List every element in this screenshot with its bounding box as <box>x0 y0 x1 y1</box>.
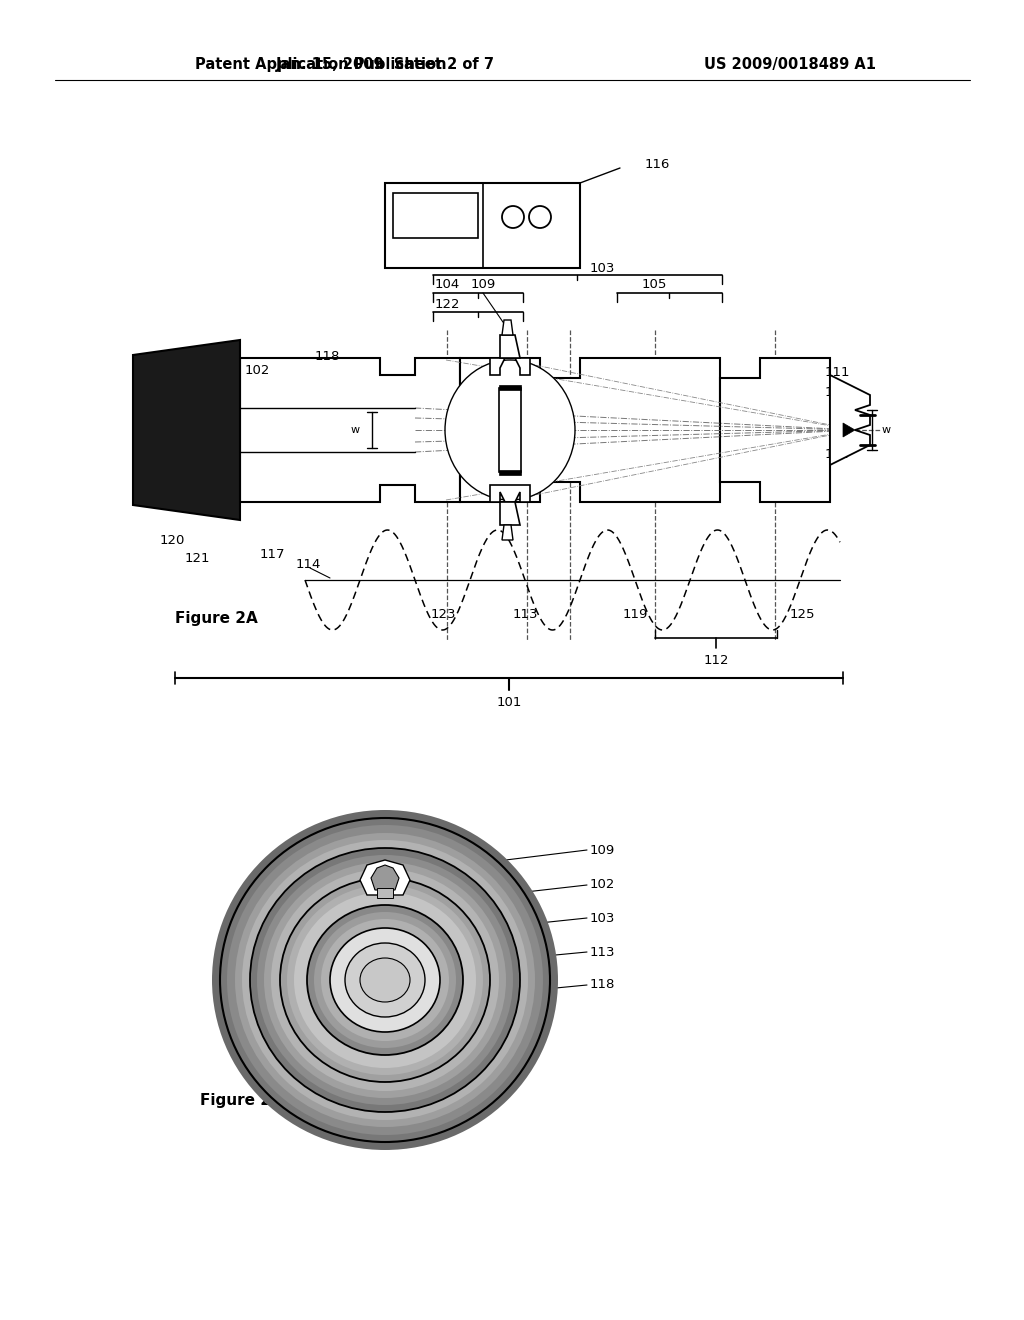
Text: 118: 118 <box>590 978 615 991</box>
Ellipse shape <box>287 884 483 1074</box>
Bar <box>499 385 521 389</box>
Text: 123: 123 <box>430 609 456 622</box>
Polygon shape <box>500 335 520 358</box>
Text: 113: 113 <box>590 945 615 958</box>
Ellipse shape <box>250 847 520 1111</box>
Text: 124: 124 <box>825 449 850 462</box>
Polygon shape <box>133 341 240 520</box>
Text: 103: 103 <box>590 912 615 924</box>
Text: US 2009/0018489 A1: US 2009/0018489 A1 <box>705 58 876 73</box>
Text: w: w <box>882 425 891 436</box>
Circle shape <box>502 206 524 228</box>
Polygon shape <box>720 358 830 502</box>
Text: 113: 113 <box>512 609 538 622</box>
Text: Figure 2B: Figure 2B <box>200 1093 283 1107</box>
Ellipse shape <box>271 869 499 1092</box>
Bar <box>499 388 521 473</box>
Ellipse shape <box>264 862 506 1098</box>
Ellipse shape <box>321 919 449 1041</box>
Text: 122: 122 <box>435 297 461 310</box>
Circle shape <box>529 206 551 228</box>
Text: Patent Application Publication: Patent Application Publication <box>195 58 446 73</box>
Ellipse shape <box>307 906 463 1055</box>
Ellipse shape <box>234 833 535 1127</box>
Ellipse shape <box>314 912 456 1048</box>
Text: 119: 119 <box>623 609 648 622</box>
Bar <box>499 470 521 475</box>
Bar <box>385 183 580 268</box>
Ellipse shape <box>242 840 528 1119</box>
Ellipse shape <box>445 360 575 500</box>
Text: 112: 112 <box>703 653 729 667</box>
Text: w: w <box>351 425 360 436</box>
Text: 105: 105 <box>642 279 668 292</box>
Text: 110: 110 <box>825 387 850 400</box>
Text: 121: 121 <box>185 552 211 565</box>
Ellipse shape <box>212 810 558 1150</box>
Ellipse shape <box>294 892 476 1068</box>
Text: 116: 116 <box>645 158 671 172</box>
Text: 118: 118 <box>315 351 340 363</box>
Ellipse shape <box>280 878 490 1082</box>
Polygon shape <box>830 375 870 465</box>
Text: Figure 2A: Figure 2A <box>175 610 258 626</box>
Text: 109: 109 <box>470 279 496 292</box>
Text: 125: 125 <box>790 609 815 622</box>
Ellipse shape <box>345 942 425 1016</box>
Polygon shape <box>360 861 410 895</box>
Polygon shape <box>843 422 855 437</box>
Polygon shape <box>502 319 513 335</box>
Text: 109: 109 <box>590 843 615 857</box>
Text: 120: 120 <box>160 533 185 546</box>
Bar <box>377 888 393 898</box>
Text: 101: 101 <box>497 697 521 710</box>
Text: 114: 114 <box>296 558 322 572</box>
Polygon shape <box>460 358 720 502</box>
Text: 111: 111 <box>825 367 851 380</box>
Ellipse shape <box>330 928 440 1032</box>
Text: 104: 104 <box>435 279 460 292</box>
Text: Jan. 15, 2009  Sheet 2 of 7: Jan. 15, 2009 Sheet 2 of 7 <box>275 58 495 73</box>
Polygon shape <box>500 502 520 525</box>
Polygon shape <box>502 525 513 540</box>
Bar <box>393 193 478 238</box>
Text: 103: 103 <box>590 263 615 276</box>
Text: 117: 117 <box>260 549 286 561</box>
Polygon shape <box>240 358 460 502</box>
Text: 102: 102 <box>590 879 615 891</box>
Ellipse shape <box>227 825 543 1135</box>
Ellipse shape <box>360 958 410 1002</box>
Text: 102: 102 <box>245 363 270 376</box>
Ellipse shape <box>257 855 513 1105</box>
Polygon shape <box>490 484 530 502</box>
Polygon shape <box>490 358 530 375</box>
Ellipse shape <box>220 818 550 1142</box>
Polygon shape <box>371 865 399 890</box>
